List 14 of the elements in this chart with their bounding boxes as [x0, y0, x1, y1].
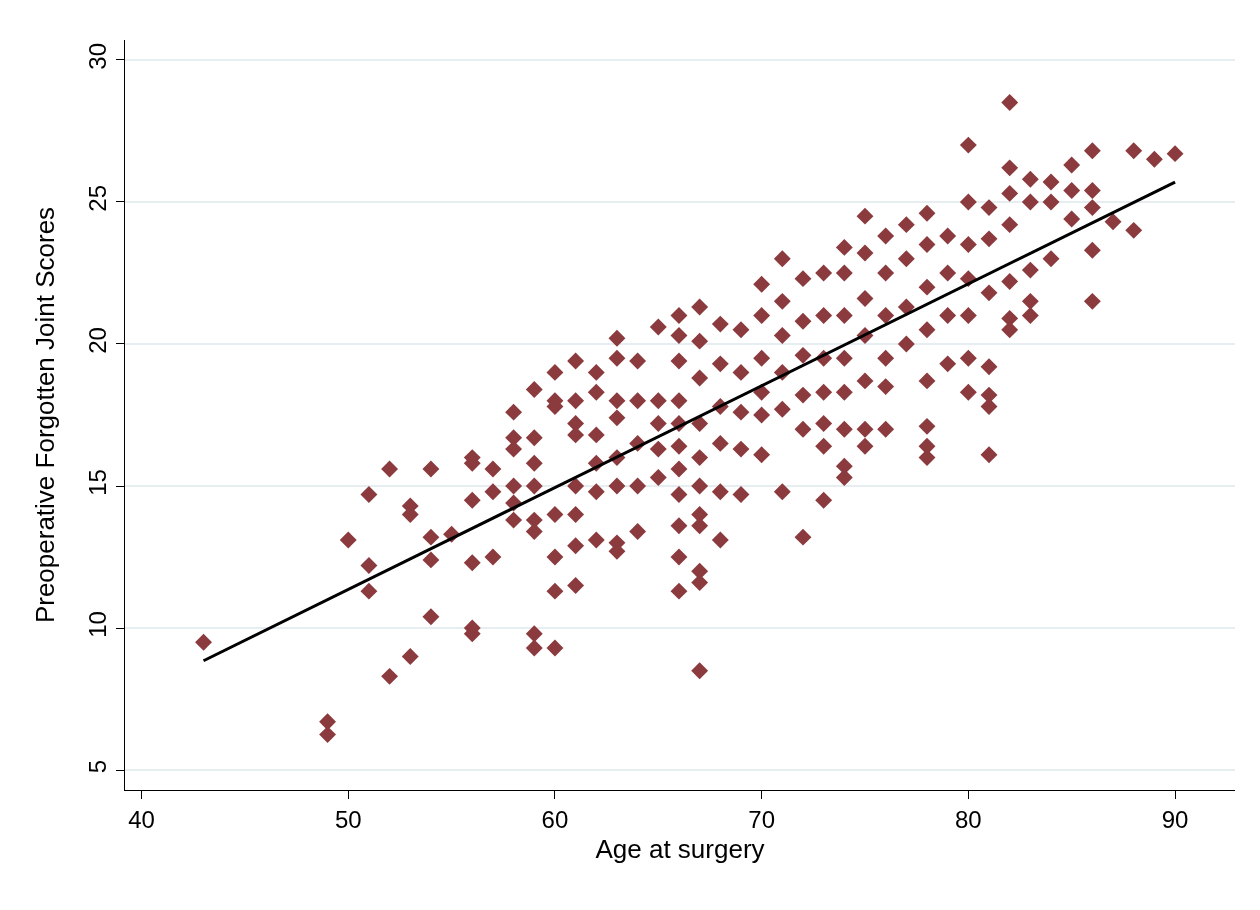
x-tick-label: 40 — [128, 805, 155, 833]
x-tick-label: 70 — [748, 805, 775, 833]
y-tick-label: 20 — [84, 327, 112, 354]
y-tick-label: 10 — [84, 611, 112, 638]
x-tick-label: 80 — [955, 805, 982, 833]
y-tick-label: 5 — [84, 759, 112, 774]
y-axis-title: Preoperative Forgotten Joint Scores — [29, 206, 60, 624]
y-tick-label: 25 — [84, 184, 112, 212]
y-tick-label: 15 — [84, 469, 112, 496]
y-tick-label: 30 — [84, 42, 112, 70]
x-tick-label: 60 — [541, 805, 569, 833]
x-tick-label: 50 — [334, 805, 362, 833]
x-axis-title: Age at surgery — [595, 834, 765, 865]
x-tick-label: 90 — [1161, 805, 1189, 833]
